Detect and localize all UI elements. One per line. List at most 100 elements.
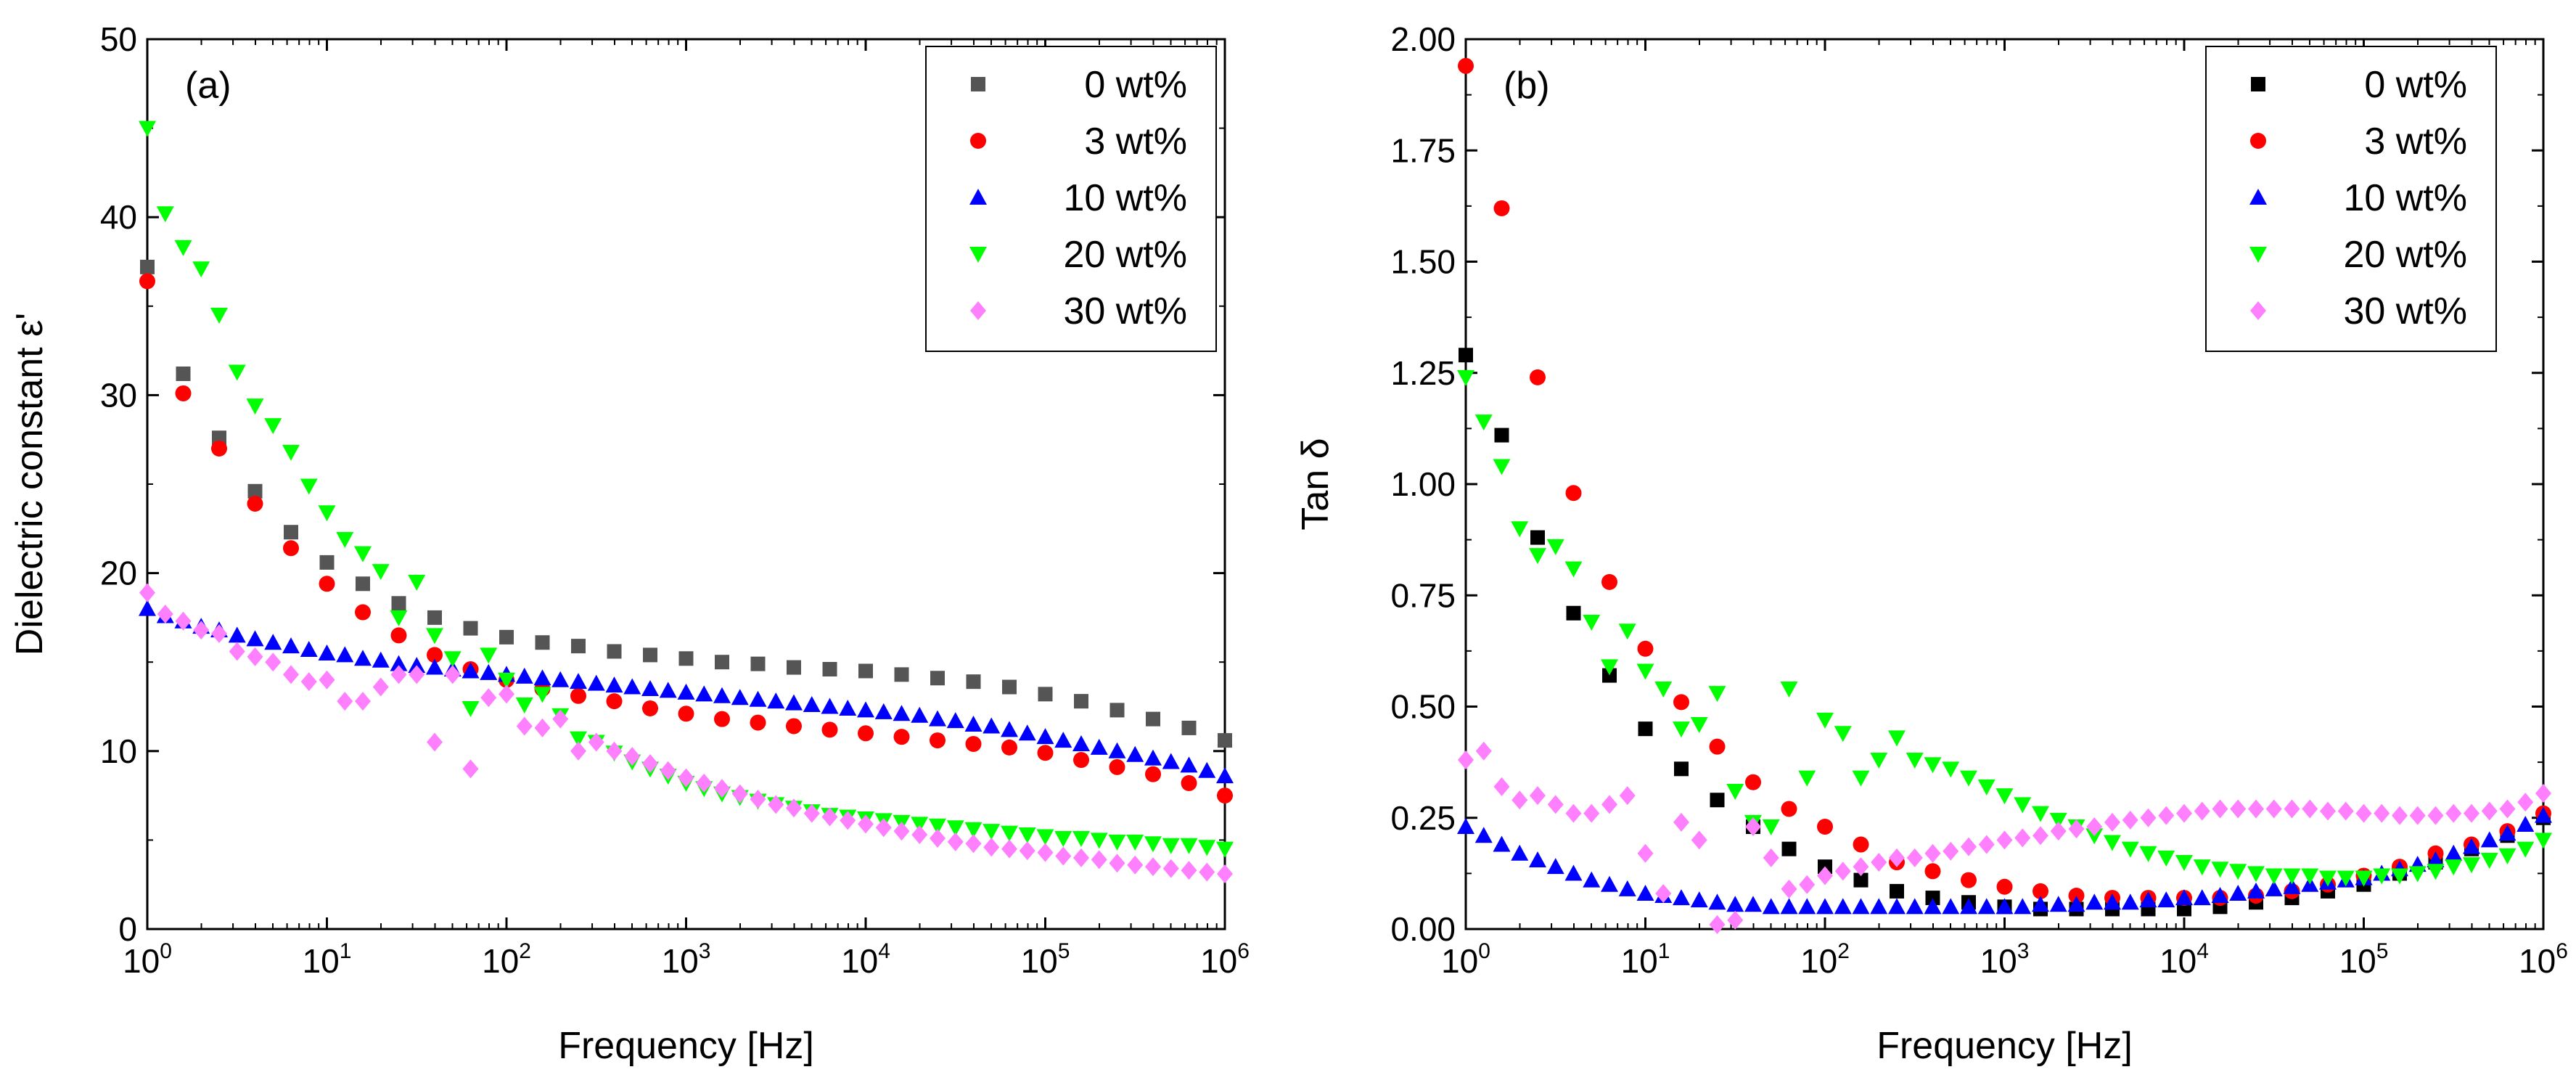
data-point: [1493, 835, 1511, 852]
data-point: [1144, 749, 1162, 766]
data-point: [2427, 851, 2445, 867]
data-point: [372, 564, 390, 581]
data-point: [354, 546, 372, 563]
data-point: [264, 634, 282, 650]
data-point: [444, 665, 461, 684]
data-point: [175, 385, 192, 401]
data-point: [1852, 898, 1870, 915]
data-point: [2085, 893, 2104, 910]
data-point: [911, 825, 928, 845]
data-point: [2067, 896, 2085, 912]
data-point: [1961, 872, 1977, 888]
data-point: [1546, 539, 1564, 555]
data-point: [156, 206, 174, 223]
data-point: [1583, 803, 1600, 823]
data-point: [1726, 896, 1744, 912]
data-point: [2014, 797, 2032, 814]
data-point: [516, 716, 533, 736]
data-point: [911, 817, 929, 833]
data-point: [1637, 640, 1654, 657]
chart-panel-a: 100 101 102 103 104 105 10601020304050Frequenc…: [9, 20, 1250, 1067]
data-point: [1054, 732, 1072, 748]
data-point: [283, 665, 300, 684]
data-point: [1216, 767, 1234, 784]
data-point: [427, 610, 442, 625]
data-point: [2068, 888, 2085, 904]
data-point: [1109, 758, 1125, 775]
data-point: [1726, 783, 1744, 800]
data-point: [2480, 831, 2498, 848]
data-point: [391, 596, 406, 611]
data-point: [1458, 750, 1474, 770]
data-point: [1816, 898, 1834, 915]
data-point: [480, 688, 497, 708]
series-30-wt: [139, 583, 1233, 883]
y-tick-label: 20: [100, 555, 137, 592]
legend-marker: [970, 133, 986, 149]
data-point: [2140, 808, 2157, 827]
data-point: [318, 644, 336, 660]
data-point: [749, 690, 767, 707]
data-point: [1654, 681, 1673, 698]
x-tick-exponent: 1: [340, 939, 352, 963]
legend: 0 wt% 3 wt% 10 wt% 20 wt% 30 wt%: [925, 46, 1217, 352]
data-point: [1996, 878, 2013, 895]
data-point: [1530, 786, 1546, 806]
data-point: [300, 478, 318, 495]
data-point: [1817, 819, 1833, 835]
x-tick-label: 100: [123, 939, 172, 980]
data-point: [1127, 855, 1144, 875]
x-tick-label: 100: [1441, 939, 1490, 980]
x-tick-base: 10: [303, 942, 340, 980]
data-point: [1960, 898, 1978, 915]
x-tick-exponent: 3: [2017, 939, 2030, 963]
data-point: [1493, 777, 1510, 796]
data-point: [210, 308, 229, 324]
data-point: [2481, 801, 2498, 821]
data-point: [2139, 891, 2157, 908]
data-point: [228, 626, 246, 643]
data-point: [964, 822, 983, 838]
data-point: [588, 732, 604, 752]
data-point: [1001, 825, 1019, 842]
data-point: [2104, 812, 2120, 832]
series-10-wt: [139, 600, 1234, 784]
data-point: [1798, 898, 1816, 915]
x-tick-base: 10: [2339, 942, 2376, 980]
data-point: [624, 747, 641, 766]
x-tick-exponent: 4: [878, 939, 890, 963]
data-point: [750, 714, 766, 731]
data-point: [1126, 834, 1144, 851]
data-point: [1459, 348, 1473, 363]
data-point: [1637, 843, 1654, 863]
data-point: [893, 729, 910, 745]
data-point: [372, 651, 390, 668]
data-point: [858, 663, 873, 679]
data-point: [1673, 694, 1690, 711]
data-point: [1145, 711, 1160, 727]
data-point: [1529, 851, 1547, 867]
data-point: [983, 838, 1000, 857]
legend: 0 wt% 3 wt% 10 wt% 20 wt% 30 wt%: [2205, 46, 2497, 352]
data-point: [1474, 827, 1493, 843]
data-point: [1960, 770, 1978, 787]
x-tick-base: 10: [662, 942, 699, 980]
data-point: [2103, 835, 2121, 851]
data-point: [1744, 896, 1762, 912]
data-point: [463, 621, 478, 636]
data-point: [1091, 850, 1107, 870]
y-tick-label: 1.25: [1390, 354, 1456, 392]
data-point: [570, 687, 587, 704]
data-point: [1708, 893, 1726, 910]
data-point: [785, 718, 802, 735]
legend-label: 0 wt%: [2364, 64, 2467, 106]
data-point: [2157, 891, 2175, 908]
data-point: [1019, 841, 1035, 861]
data-point: [390, 665, 407, 684]
data-point: [1601, 659, 1619, 676]
data-point: [1108, 834, 1126, 851]
data-point: [282, 637, 300, 654]
data-point: [2032, 896, 2050, 912]
data-point: [1583, 871, 1601, 888]
data-point: [462, 759, 479, 779]
